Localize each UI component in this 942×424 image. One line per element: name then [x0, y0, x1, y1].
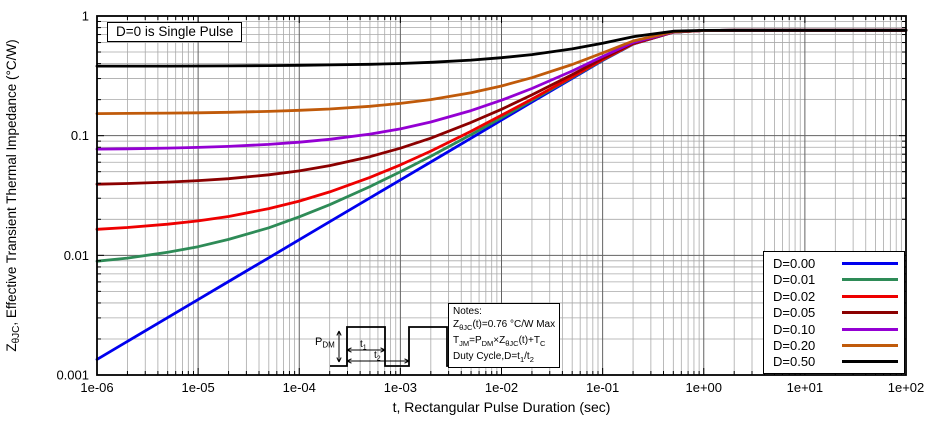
curves	[95, 28, 908, 361]
legend-line-sample	[842, 327, 898, 331]
x-tick-label: 1e+02	[888, 380, 925, 395]
t2-label: t2	[374, 350, 381, 363]
y-tick-label: 0.01	[64, 248, 89, 263]
x-tick-label: 1e-03	[384, 380, 417, 395]
legend-label: D=0.01	[773, 272, 816, 288]
tick-labels: 1e-06 1e-05 1e-04 1e-03 1e-02 1e-01 1e+00 1e+01…	[56, 9, 924, 396]
legend-item: D=0.20	[764, 337, 904, 353]
legend-label: D=0.10	[773, 321, 816, 337]
legend-item: D=0.10	[764, 321, 904, 337]
x-tick-label: 1e-04	[283, 380, 316, 395]
pulse-train-shape	[330, 326, 454, 367]
notes-line: Duty Cycle,D=t1/t2	[453, 351, 534, 364]
notes-line: ZθJC(t)=0.76 °C/W Max	[453, 319, 556, 332]
x-tick-label: 1e-06	[80, 380, 113, 395]
legend-line-sample	[842, 294, 898, 298]
legend-item: D=0.05	[764, 304, 904, 320]
legend-label: D=0.50	[773, 354, 816, 370]
legend: D=0.00 D=0.01 D=0.02 D=0.05 D=0.10 D=0.20 D=0.…	[763, 251, 905, 374]
x-axis-label: t, Rectangular Pulse Duration (sec)	[392, 399, 611, 415]
y-tick-label: 0.1	[71, 128, 89, 143]
legend-label: D=0.02	[773, 288, 816, 304]
legend-line-sample	[842, 343, 898, 347]
pdm-label: PDM	[315, 336, 335, 350]
y-axis-label: ZθJC, Effective Transient Thermal Impeda…	[4, 39, 22, 351]
legend-label: D=0.00	[773, 255, 816, 271]
x-tick-label: 1e+01	[787, 380, 824, 395]
t1-label: t1	[360, 339, 367, 352]
legend-line-sample	[842, 311, 898, 315]
legend-line-sample	[842, 261, 898, 265]
legend-item: D=0.01	[764, 272, 904, 288]
legend-label: D=0.20	[773, 337, 816, 353]
notes-line: TJM=PDM×ZθJC(t)+TC	[453, 335, 546, 348]
curve-D-0-50	[95, 28, 908, 68]
x-tick-label: 1e+00	[685, 380, 722, 395]
axis-ticks	[96, 15, 907, 376]
x-tick-label: 1e-02	[485, 380, 518, 395]
legend-line-sample	[842, 360, 898, 364]
legend-item: D=0.00	[764, 255, 904, 271]
x-tick-label: 1e-05	[182, 380, 215, 395]
notes-box: Notes: ZθJC(t)=0.76 °C/W Max TJM=PDM×ZθJC(…	[448, 303, 561, 368]
notes-line: Notes:	[453, 306, 482, 317]
y-tick-label: 0.001	[56, 368, 89, 383]
single-pulse-annotation: D=0 is Single Pulse	[107, 22, 243, 42]
legend-line-sample	[842, 278, 898, 282]
legend-item: D=0.50	[764, 354, 904, 370]
legend-label: D=0.05	[773, 305, 816, 321]
y-tick-label: 1	[82, 9, 89, 24]
x-tick-label: 1e-01	[586, 380, 619, 395]
pulse-waveform-inset: PDM t1 t2	[315, 326, 454, 367]
legend-item: D=0.02	[764, 288, 904, 304]
